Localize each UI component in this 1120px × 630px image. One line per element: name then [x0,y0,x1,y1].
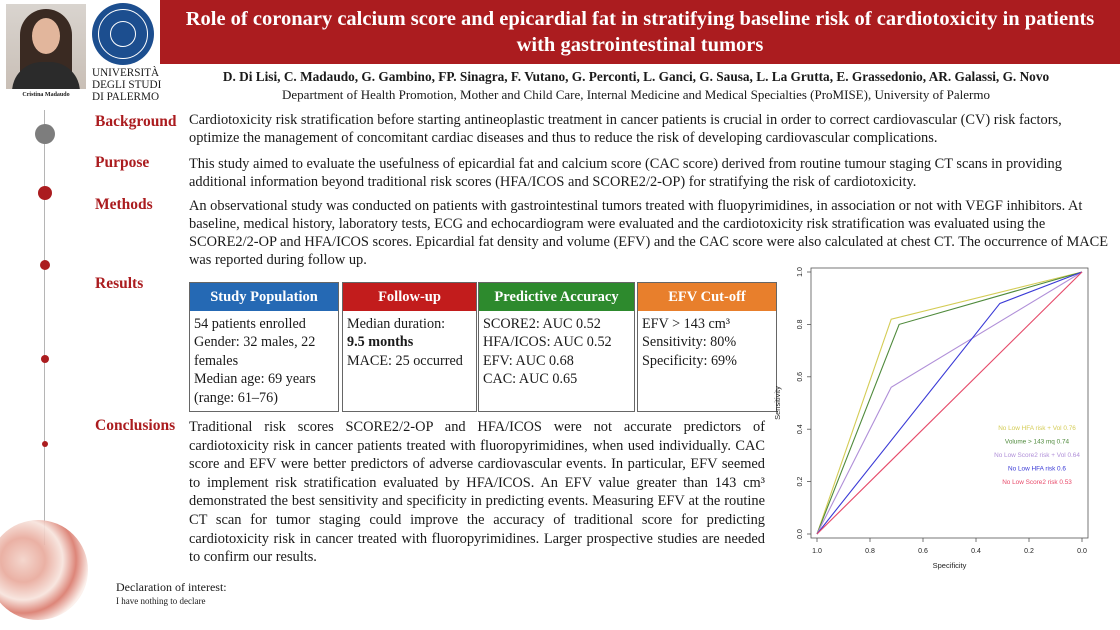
efv-cutoff-box: EFV Cut-off EFV > 143 cm³ Sensitivity: 8… [637,282,777,412]
university-line-3: DI PALERMO [92,91,160,103]
y-tick-label: 0.6 [797,372,804,382]
roc-chart-svg: 1.0 0.8 0.6 0.4 0.2 0.0 0.0 0.2 0.4 0.6 0.8 1.0 Spec… [773,267,1089,570]
seal-inner-ring [110,21,136,47]
declaration-title: Declaration of interest: [116,580,227,594]
university-name: UNIVERSITÀ DEGLI STUDI DI PALERMO [92,67,162,103]
purpose-text: This study aimed to evaluate the usefuln… [189,156,1062,190]
auc-line: SCORE2: AUC 0.52 [483,316,601,332]
timeline-dot [40,260,50,270]
roc-series-line [816,271,1083,535]
roc-series-line [816,271,1083,535]
roc-series-line [816,271,1083,535]
study-population-box: Study Population 54 patients enrolled Ge… [189,282,339,412]
methods-label: Methods [95,196,153,213]
university-line-1: UNIVERSITÀ [92,67,160,79]
roc-series-line [816,271,1083,535]
timeline-line [44,110,45,545]
conclusions-text: Traditional risk scores SCORE2/2-OP and … [189,419,765,566]
declaration-text: I have nothing to declare [116,596,206,606]
x-tick-label: 0.8 [865,548,875,555]
timeline-dot [41,355,49,363]
study-population-line: Median age: 69 years (range: 61–76) [194,371,316,406]
y-tick-label: 1.0 [797,267,804,277]
background-text: Cardiotoxicity risk stratification befor… [189,112,1062,146]
legend-entry: No Low HFA risk 0.6 [1008,466,1066,473]
timeline-dot [35,124,55,144]
background-label: Background [95,113,177,130]
seal-ring [98,9,148,59]
legend-entry: Volume > 143 mq 0.74 [1005,439,1070,446]
y-tick-label: 0.2 [797,477,804,487]
x-tick-label: 0.2 [1024,548,1034,555]
predictive-accuracy-box: Predictive Accuracy SCORE2: AUC 0.52 HFA… [478,282,635,412]
x-tick-label: 1.0 [812,548,822,555]
affiliation: Department of Health Promotion, Mother a… [282,87,990,102]
timeline-dot [42,441,48,447]
roc-series-line [816,271,1083,535]
efv-cutoff-line: Sensitivity: 80% [642,334,737,351]
auc-line: HFA/ICOS: AUC 0.52 [483,334,612,351]
methods-text: An observational study was conducted on … [189,198,1109,268]
follow-up-line: Median duration: [347,316,446,332]
results-label: Results [95,275,144,292]
presenter-photo [6,4,86,89]
auc-line: CAC: AUC 0.65 [483,371,578,388]
legend-entry: No Low HFA risk + Vol 0.76 [998,425,1076,432]
purpose-label: Purpose [95,154,150,171]
efv-cutoff-line: Specificity: 69% [642,352,737,369]
legend-entry: No Low Score2 risk + Vol 0.64 [994,452,1080,459]
y-tick-label: 0.4 [797,424,804,434]
roc-chart: 1.0 0.8 0.6 0.4 0.2 0.0 0.0 0.2 0.4 0.6 0.8 1.0 Spec… [770,262,1098,576]
title-banner: Role of coronary calcium score and epica… [160,0,1120,64]
efv-cutoff-line: EFV > 143 cm³ [642,316,731,332]
presenter-caption: Cristina Madaudo [22,92,70,98]
y-tick-label: 0.8 [797,319,804,329]
follow-up-box: Follow-up Median duration: 9.5 months MA… [342,282,477,412]
x-tick-label: 0.4 [971,548,981,555]
plot-frame [810,267,1089,539]
study-population-line: 54 patients enrolled [194,316,306,332]
poster-title: Role of coronary calcium score and epica… [185,8,1095,56]
authors: D. Di Lisi, C. Madaudo, G. Gambino, FP. … [222,69,1050,84]
auc-line: EFV: AUC 0.68 [483,352,574,369]
follow-up-title: Follow-up [343,283,476,311]
study-population-line: Gender: 32 males, 22 females [194,334,316,369]
y-tick-label: 0.0 [797,529,804,539]
study-population-title: Study Population [190,283,338,311]
university-line-2: DEGLI STUDI [92,79,162,91]
follow-up-duration: 9.5 months [347,334,414,351]
conclusions-label: Conclusions [95,417,176,434]
efv-cutoff-title: EFV Cut-off [638,283,776,311]
y-axis-label: Sensitivity [773,386,782,420]
x-axis-label: Specificity [933,561,967,570]
legend-entry: No Low Score2 risk 0.53 [1002,479,1072,486]
timeline-dot [38,186,52,200]
decorative-watercolor-circle [0,520,88,620]
x-tick-label: 0.6 [918,548,928,555]
x-tick-label: 0.0 [1077,548,1087,555]
predictive-accuracy-title: Predictive Accuracy [479,283,634,311]
follow-up-line: MACE: 25 occurred [347,352,463,369]
